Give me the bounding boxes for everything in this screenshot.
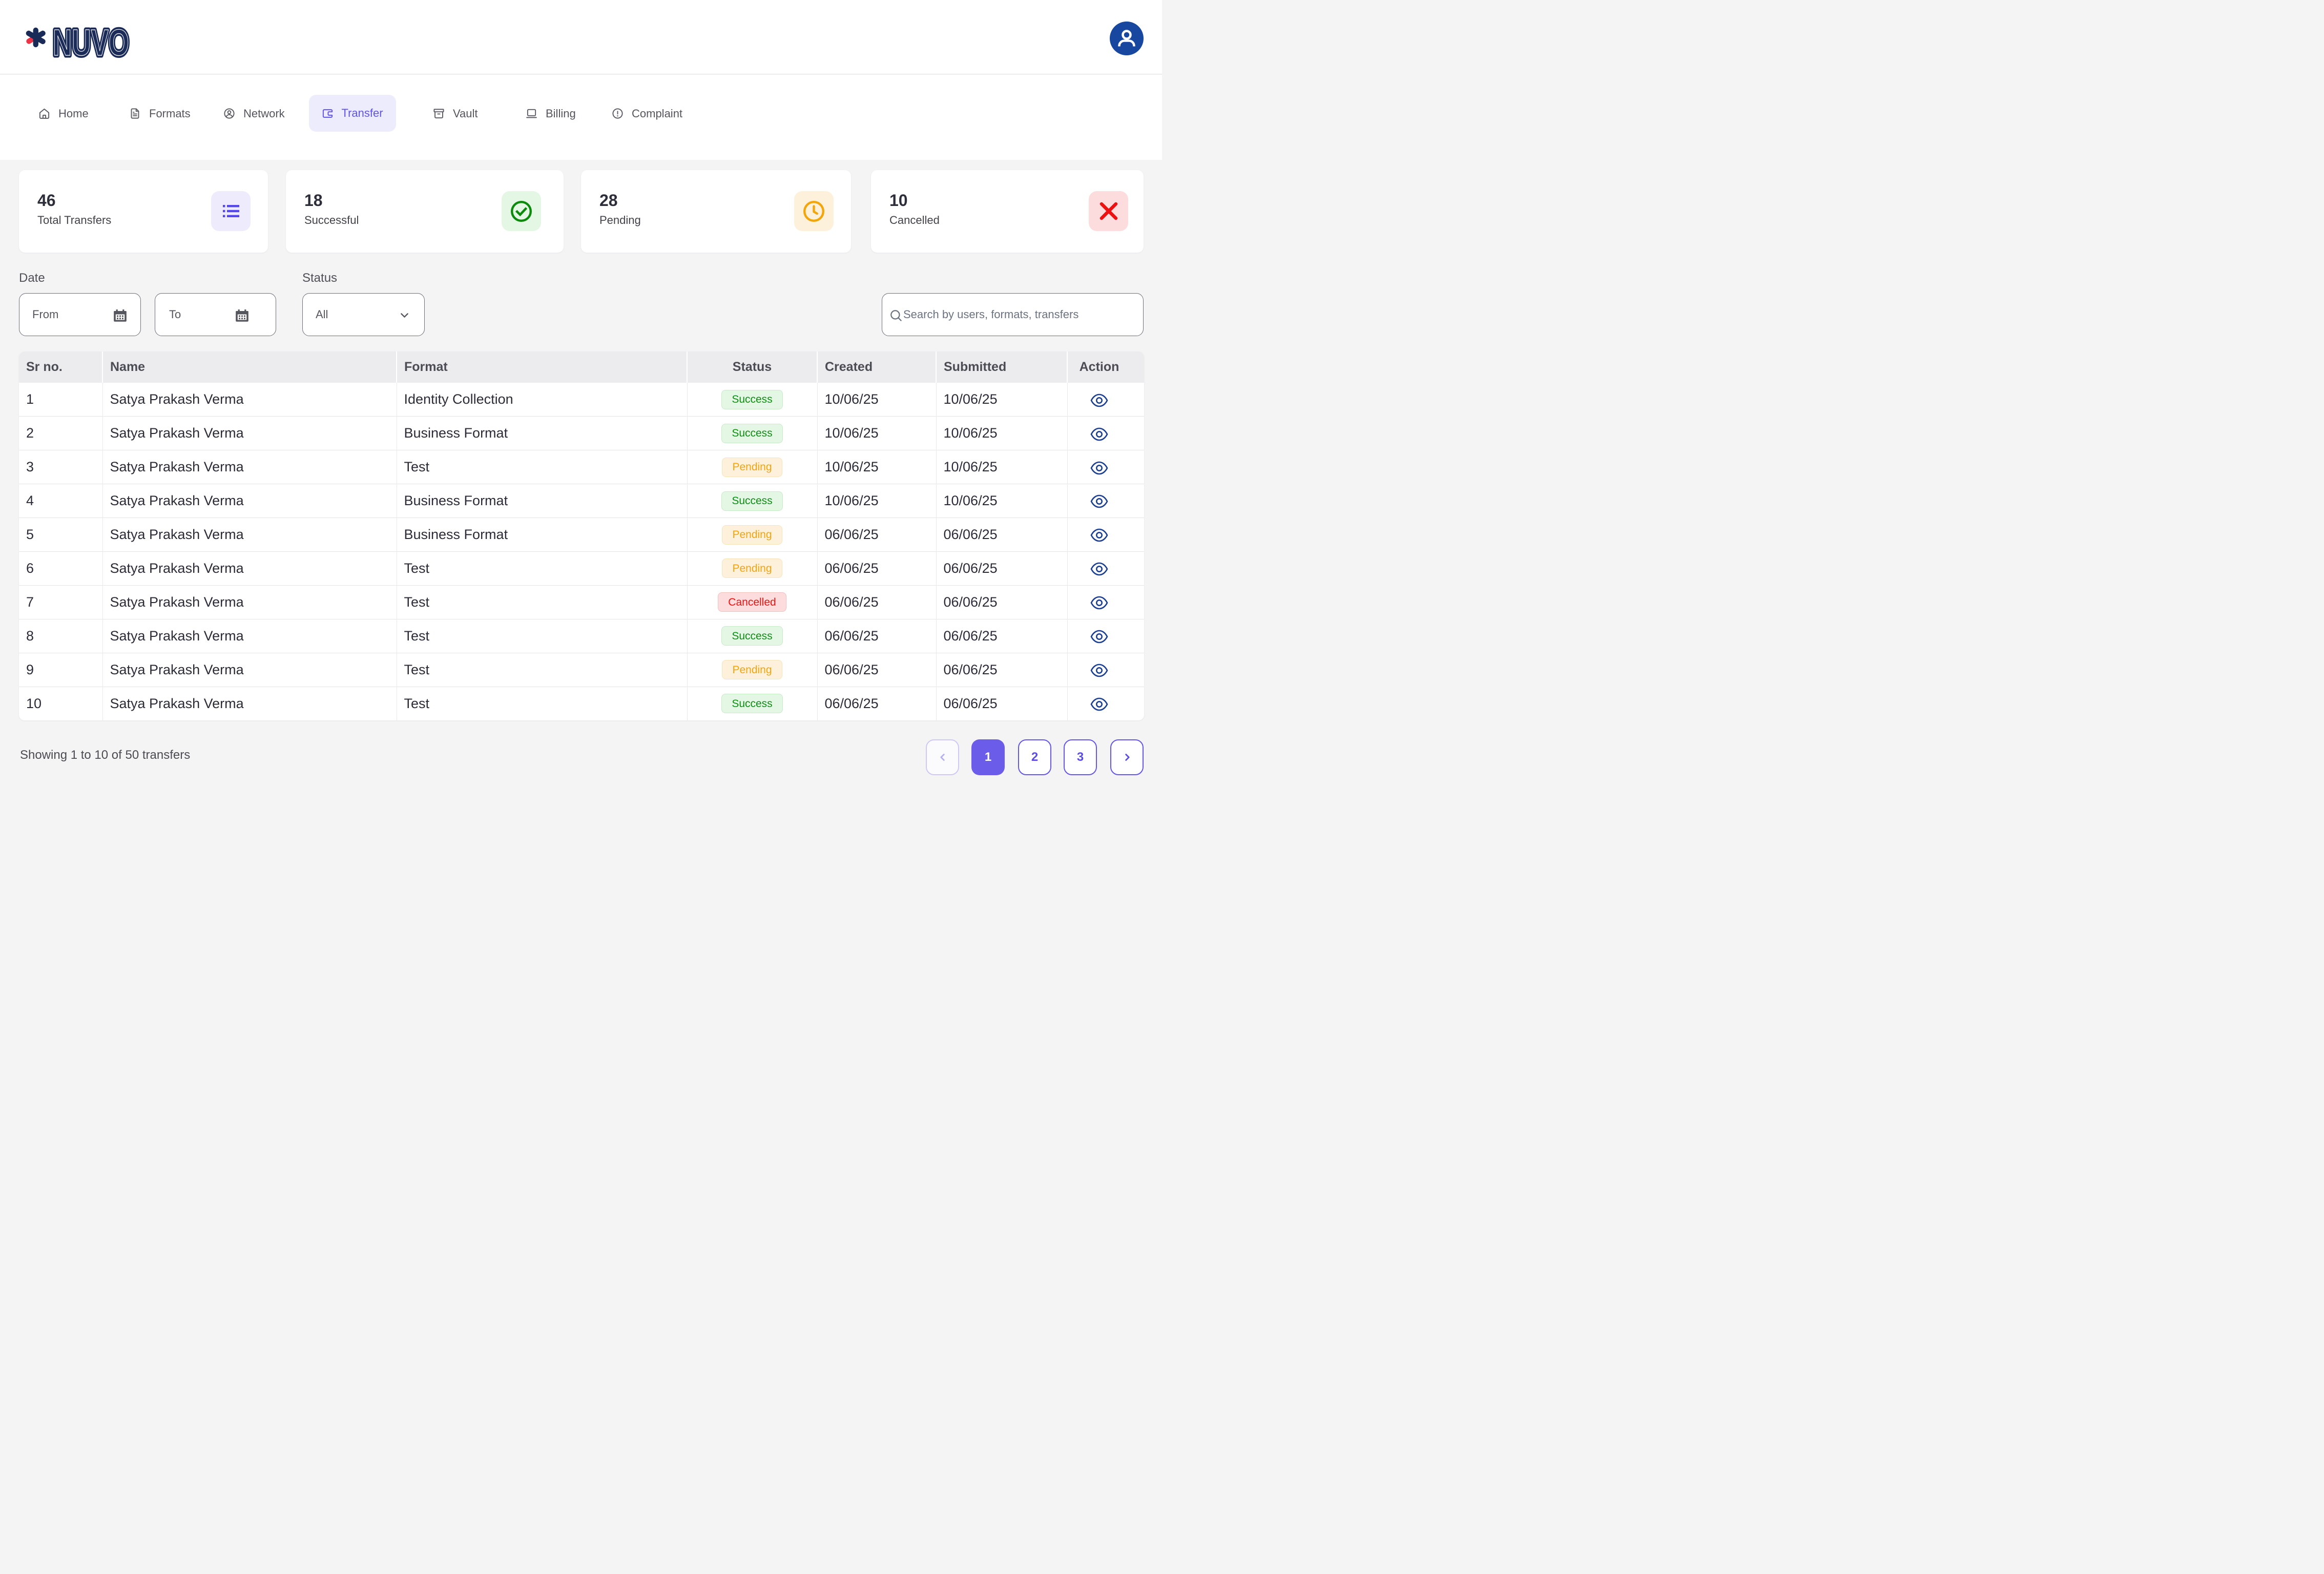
svg-text:NUVO: NUVO xyxy=(53,23,129,58)
svg-text:NUVO: NUVO xyxy=(53,23,129,58)
